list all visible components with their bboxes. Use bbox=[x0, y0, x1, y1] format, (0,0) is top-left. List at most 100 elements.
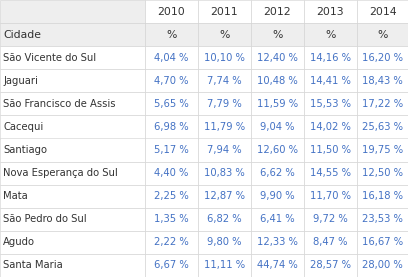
Text: 28,57 %: 28,57 % bbox=[310, 260, 351, 270]
Bar bbox=[198, 231, 251, 254]
Text: 6,67 %: 6,67 % bbox=[154, 260, 189, 270]
Text: %: % bbox=[219, 30, 230, 40]
Text: %: % bbox=[377, 30, 388, 40]
Bar bbox=[251, 23, 304, 46]
Text: 25,63 %: 25,63 % bbox=[362, 122, 403, 132]
Text: 9,04 %: 9,04 % bbox=[260, 122, 295, 132]
Text: 12,60 %: 12,60 % bbox=[257, 145, 298, 155]
Text: 12,40 %: 12,40 % bbox=[257, 53, 298, 63]
Text: 4,40 %: 4,40 % bbox=[154, 168, 188, 178]
Text: 11,70 %: 11,70 % bbox=[310, 191, 351, 201]
Text: São Francisco de Assis: São Francisco de Assis bbox=[3, 99, 116, 109]
Bar bbox=[251, 46, 304, 69]
Bar bbox=[0, 69, 145, 92]
Text: 19,75 %: 19,75 % bbox=[362, 145, 403, 155]
Bar bbox=[198, 69, 251, 92]
Text: 6,62 %: 6,62 % bbox=[260, 168, 295, 178]
Text: 23,53 %: 23,53 % bbox=[362, 214, 403, 224]
Text: 6,41 %: 6,41 % bbox=[260, 214, 295, 224]
Bar bbox=[198, 185, 251, 208]
Text: Santiago: Santiago bbox=[3, 145, 47, 155]
Bar bbox=[357, 185, 408, 208]
Bar bbox=[198, 161, 251, 185]
Bar bbox=[145, 92, 198, 116]
Bar bbox=[0, 185, 145, 208]
Bar bbox=[357, 254, 408, 277]
Text: Cidade: Cidade bbox=[3, 30, 41, 40]
Bar bbox=[145, 185, 198, 208]
Bar bbox=[0, 116, 145, 138]
Text: 9,72 %: 9,72 % bbox=[313, 214, 348, 224]
Bar bbox=[145, 208, 198, 231]
Text: Jaguari: Jaguari bbox=[3, 76, 38, 86]
Text: 7,79 %: 7,79 % bbox=[207, 99, 242, 109]
Text: 9,80 %: 9,80 % bbox=[207, 237, 242, 247]
Text: 28,00 %: 28,00 % bbox=[362, 260, 403, 270]
Text: 5,17 %: 5,17 % bbox=[154, 145, 189, 155]
Bar bbox=[251, 92, 304, 116]
Text: 8,47 %: 8,47 % bbox=[313, 237, 348, 247]
Text: 2012: 2012 bbox=[264, 7, 291, 17]
Bar bbox=[357, 23, 408, 46]
Bar bbox=[251, 138, 304, 161]
Text: 11,11 %: 11,11 % bbox=[204, 260, 245, 270]
Text: Nova Esperança do Sul: Nova Esperança do Sul bbox=[3, 168, 118, 178]
Bar bbox=[251, 0, 304, 23]
Bar bbox=[198, 0, 251, 23]
Bar bbox=[357, 231, 408, 254]
Bar bbox=[145, 161, 198, 185]
Bar bbox=[304, 185, 357, 208]
Text: 11,79 %: 11,79 % bbox=[204, 122, 245, 132]
Bar bbox=[251, 208, 304, 231]
Text: 16,18 %: 16,18 % bbox=[362, 191, 403, 201]
Bar bbox=[304, 208, 357, 231]
Text: 14,55 %: 14,55 % bbox=[310, 168, 351, 178]
Bar bbox=[145, 46, 198, 69]
Bar bbox=[357, 138, 408, 161]
Bar bbox=[0, 161, 145, 185]
Bar bbox=[198, 92, 251, 116]
Bar bbox=[304, 231, 357, 254]
Text: 6,98 %: 6,98 % bbox=[154, 122, 188, 132]
Text: 18,43 %: 18,43 % bbox=[362, 76, 403, 86]
Text: 12,50 %: 12,50 % bbox=[362, 168, 403, 178]
Text: Santa Maria: Santa Maria bbox=[3, 260, 63, 270]
Text: 6,82 %: 6,82 % bbox=[207, 214, 242, 224]
Bar bbox=[145, 69, 198, 92]
Bar bbox=[357, 92, 408, 116]
Bar bbox=[304, 161, 357, 185]
Bar bbox=[145, 231, 198, 254]
Bar bbox=[357, 0, 408, 23]
Bar bbox=[304, 92, 357, 116]
Text: 14,41 %: 14,41 % bbox=[310, 76, 351, 86]
Text: %: % bbox=[166, 30, 177, 40]
Text: 11,59 %: 11,59 % bbox=[257, 99, 298, 109]
Text: 1,35 %: 1,35 % bbox=[154, 214, 188, 224]
Bar bbox=[357, 208, 408, 231]
Text: São Vicente do Sul: São Vicente do Sul bbox=[3, 53, 96, 63]
Text: 2011: 2011 bbox=[211, 7, 238, 17]
Text: 4,04 %: 4,04 % bbox=[154, 53, 188, 63]
Text: 44,74 %: 44,74 % bbox=[257, 260, 298, 270]
Bar bbox=[251, 185, 304, 208]
Bar bbox=[198, 116, 251, 138]
Bar bbox=[145, 23, 198, 46]
Bar bbox=[357, 116, 408, 138]
Bar bbox=[0, 254, 145, 277]
Bar bbox=[251, 161, 304, 185]
Text: 10,83 %: 10,83 % bbox=[204, 168, 245, 178]
Bar bbox=[145, 0, 198, 23]
Text: São Pedro do Sul: São Pedro do Sul bbox=[3, 214, 87, 224]
Text: 16,67 %: 16,67 % bbox=[362, 237, 403, 247]
Bar bbox=[0, 92, 145, 116]
Text: 17,22 %: 17,22 % bbox=[362, 99, 403, 109]
Bar bbox=[145, 138, 198, 161]
Bar bbox=[251, 69, 304, 92]
Bar bbox=[0, 23, 145, 46]
Text: Mata: Mata bbox=[3, 191, 28, 201]
Text: 2013: 2013 bbox=[317, 7, 344, 17]
Text: 7,94 %: 7,94 % bbox=[207, 145, 242, 155]
Text: 14,16 %: 14,16 % bbox=[310, 53, 351, 63]
Bar bbox=[198, 208, 251, 231]
Bar bbox=[304, 46, 357, 69]
